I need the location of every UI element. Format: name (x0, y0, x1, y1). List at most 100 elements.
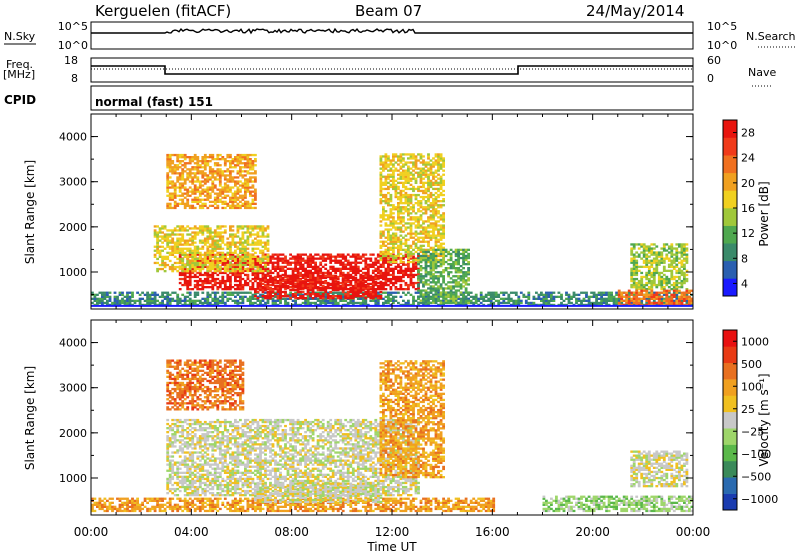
power-data-cell (527, 294, 530, 296)
power-data-cell (382, 170, 385, 172)
power-data-cell (314, 277, 317, 279)
power-data-cell (282, 268, 285, 270)
power-data-cell (189, 233, 192, 235)
power-data-cell (392, 186, 395, 188)
power-data-cell (349, 300, 352, 302)
power-data-cell (435, 214, 438, 216)
power-data-cell (159, 229, 162, 231)
power-data-cell (377, 288, 380, 290)
power-data-cell (252, 240, 255, 242)
power-data-cell (229, 284, 232, 286)
power-data-cell (575, 302, 578, 304)
power-data-cell (239, 266, 242, 268)
power-data-cell (269, 289, 272, 291)
power-data-cell (490, 296, 493, 298)
power-data-cell (432, 161, 435, 163)
power-data-cell (334, 268, 337, 270)
power-data-cell (415, 157, 418, 159)
power-data-cell (425, 196, 428, 198)
power-data-cell (412, 216, 415, 218)
power-data-cell (179, 266, 182, 268)
power-data-cell (206, 174, 209, 176)
power-data-cell (209, 160, 212, 162)
power-data-cell (553, 298, 556, 300)
power-data-cell (226, 292, 229, 294)
power-data-cell (367, 266, 370, 268)
power-data-cell (417, 277, 420, 279)
power-data-cell (229, 197, 232, 199)
power-data-cell (400, 155, 403, 157)
power-data-cell (337, 278, 340, 280)
power-data-cell (164, 248, 167, 250)
power-data-cell (252, 160, 255, 162)
power-data-cell (209, 193, 212, 195)
power-data-cell (154, 262, 157, 264)
power-data-cell (239, 160, 242, 162)
power-data-cell (407, 202, 410, 204)
power-data-cell (194, 296, 197, 298)
power-data-cell (322, 300, 325, 302)
power-data-cell (269, 272, 272, 274)
power-data-cell (179, 195, 182, 197)
power-data-cell (196, 276, 199, 278)
power-data-cell (179, 252, 182, 254)
power-data-cell (307, 296, 310, 298)
power-data-cell (575, 298, 578, 300)
power-data-cell (252, 201, 255, 203)
power-data-cell (417, 216, 420, 218)
power-data-cell (262, 231, 265, 233)
power-data-cell (201, 207, 204, 209)
power-data-cell (324, 296, 327, 298)
power-data-cell (181, 225, 184, 227)
power-data-cell (422, 206, 425, 208)
power-data-cell (322, 258, 325, 260)
power-data-cell (382, 188, 385, 190)
power-data-cell (432, 281, 435, 283)
power-data-cell (302, 277, 305, 279)
power-data-cell (184, 270, 187, 272)
power-data-cell (237, 156, 240, 158)
power-data-cell (282, 295, 285, 297)
power-data-cell (174, 193, 177, 195)
power-data-cell (247, 164, 250, 166)
power-data-cell (407, 198, 410, 200)
power-data-cell (307, 298, 310, 300)
power-data-cell (585, 296, 588, 298)
power-data-cell (176, 258, 179, 260)
power-data-cell (284, 262, 287, 264)
power-data-cell (432, 235, 435, 237)
power-data-cell (422, 237, 425, 239)
power-data-cell (242, 154, 245, 156)
power-data-cell (405, 288, 408, 290)
power-data-cell (595, 296, 598, 298)
power-data-cell (254, 266, 257, 268)
power-data-cell (407, 168, 410, 170)
power-data-cell (339, 270, 342, 272)
power-data-cell (196, 176, 199, 178)
power-data-cell (324, 258, 327, 260)
power-data-cell (417, 259, 420, 261)
power-data-cell (221, 207, 224, 209)
power-data-cell (181, 184, 184, 186)
power-data-cell (262, 277, 265, 279)
power-data-cell (244, 189, 247, 191)
power-data-cell (194, 174, 197, 176)
power-data-cell (380, 182, 383, 184)
power-data-cell (475, 294, 478, 296)
power-data-cell (254, 195, 257, 197)
power-data-cell (540, 294, 543, 296)
power-data-cell (277, 272, 280, 274)
power-data-cell (214, 250, 217, 252)
power-data-cell (402, 157, 405, 159)
nsky-trace (91, 29, 693, 33)
power-data-cell (432, 249, 435, 251)
power-data-cell (224, 256, 227, 258)
power-data-cell (254, 193, 257, 195)
power-data-cell (380, 277, 383, 279)
power-data-cell (206, 176, 209, 178)
power-data-cell (385, 210, 388, 212)
power-data-cell (219, 164, 222, 166)
power-data-cell (274, 279, 277, 281)
power-data-cell (387, 218, 390, 220)
power-data-cell (435, 302, 438, 304)
